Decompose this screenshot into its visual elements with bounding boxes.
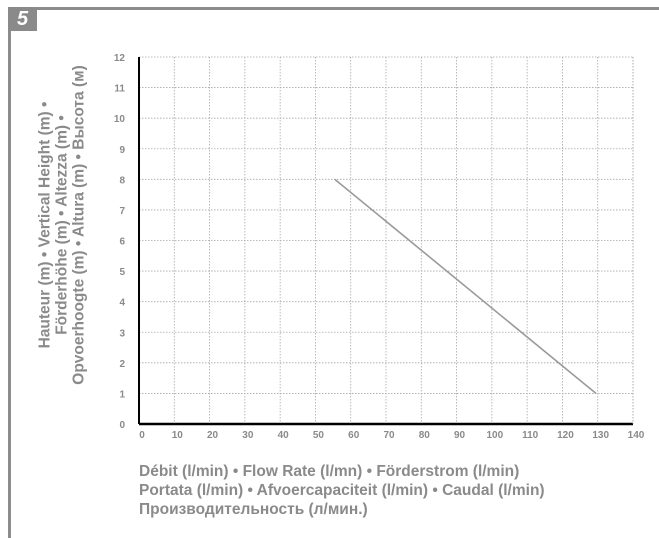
y-tick-label: 11 [114,84,125,95]
y-axis-label: Hauteur (m) • Vertical Height (m) • Förd… [12,40,112,410]
y-axis-label-line-2: Förderhöhe (m) • Altezza (m) • [53,115,71,335]
x-axis-label-line-2: Portata (l/min) • Afvoercapaciteit (l/mi… [139,482,545,499]
y-tick-label: 10 [114,114,126,125]
y-tick-label: 5 [119,267,125,278]
y-axis-label-line-3: Opvoerhoogte (m) • Altura (m) • Высота (… [70,65,88,385]
y-tick-label: 3 [119,328,125,339]
x-tick-label: 90 [454,430,466,441]
x-tick-label: 40 [278,430,290,441]
x-tick-label: 0 [139,430,145,441]
x-tick-label: 110 [522,430,539,441]
x-tick-label: 70 [383,430,395,441]
y-tick-label: 9 [119,145,125,156]
figure-number-badge: 5 [8,7,37,31]
series [334,178,597,395]
x-tick-label: 100 [487,430,504,441]
x-tick-labels: 0 10 20 30 40 50 60 70 80 90 100 110 120 130 140 [139,430,645,441]
y-axis-label-line-1: Hauteur (m) • Vertical Height (m) • [36,101,54,349]
frame-left-border [8,7,11,538]
y-tick-label: 2 [119,359,125,370]
y-tick-label: 6 [119,237,125,248]
y-tick-label: 12 [114,53,126,64]
y-tick-label: 4 [119,298,125,309]
y-tick-label: 8 [119,175,125,186]
x-tick-label: 140 [628,430,645,441]
frame-top-border [8,7,659,10]
y-tick-label: 0 [119,420,125,431]
x-axis-label-line-3: Производительность (л/мин.) [139,501,368,518]
grid-lines [139,56,634,424]
x-tick-label: 20 [207,430,219,441]
axes [138,57,634,426]
y-tick-label: 1 [119,389,125,400]
x-axis-label-line-1: Débit (l/min) • Flow Rate (l/mn) • Förde… [139,463,520,480]
x-tick-label: 10 [172,430,184,441]
x-tick-label: 120 [557,430,574,441]
x-tick-label: 50 [313,430,325,441]
x-tick-label: 30 [242,430,254,441]
x-tick-label: 130 [592,430,609,441]
x-axis-label: Débit (l/min) • Flow Rate (l/mn) • Förde… [139,462,545,519]
series-line [334,178,597,395]
y-tick-label: 7 [119,206,125,217]
x-tick-label: 60 [348,430,360,441]
x-tick-label: 80 [419,430,431,441]
